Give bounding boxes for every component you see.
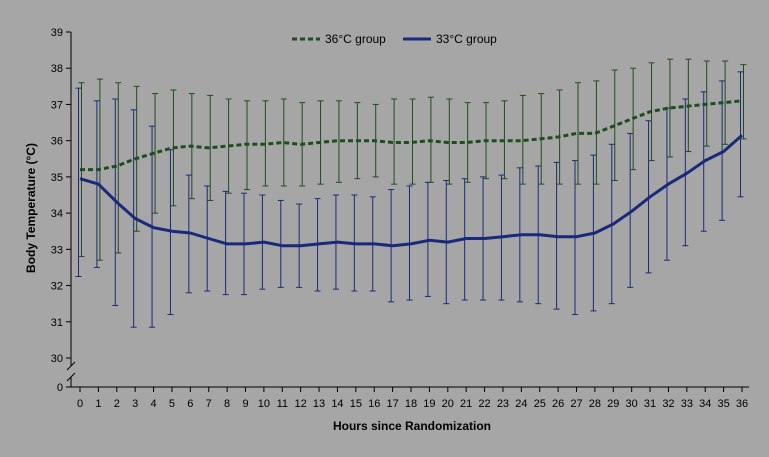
x-tick-label: 1 xyxy=(95,398,101,410)
x-tick-label: 17 xyxy=(386,398,398,410)
y-tick-label: 37 xyxy=(51,99,63,111)
x-tick-label: 2 xyxy=(114,398,120,410)
x-tick-label: 35 xyxy=(717,398,729,410)
x-tick-label: 16 xyxy=(368,398,380,410)
x-tick-label: 4 xyxy=(150,398,156,410)
x-tick-label: 13 xyxy=(313,398,325,410)
y-tick-label: 35 xyxy=(51,172,63,184)
legend-item-33c-label: 33°C group xyxy=(436,32,497,46)
x-tick-label: 21 xyxy=(460,398,472,410)
legend-item-36c-label: 36°C group xyxy=(325,32,386,46)
series-lines-layer xyxy=(79,99,743,248)
x-tick-label: 34 xyxy=(699,398,711,410)
y-axis-title: Body Temperature (°C) xyxy=(24,143,38,273)
x-tick-label: 18 xyxy=(405,398,417,410)
x-tick-label: 36 xyxy=(736,398,748,410)
x-tick-label: 11 xyxy=(277,398,288,410)
x-tick-label: 23 xyxy=(497,398,509,410)
series-33c-line xyxy=(79,134,743,248)
x-tick-label: 14 xyxy=(331,398,343,410)
x-tick-label: 29 xyxy=(607,398,619,410)
x-tick-label: 28 xyxy=(589,398,601,410)
x-tick-label: 25 xyxy=(534,398,546,410)
y-tick-label: 36 xyxy=(51,136,63,148)
x-tick-label: 5 xyxy=(169,398,175,410)
x-tick-label: 33 xyxy=(681,398,693,410)
x-tick-label: 3 xyxy=(132,398,138,410)
y-tick-label: 31 xyxy=(51,317,63,329)
x-tick-label: 24 xyxy=(515,398,527,410)
x-tick-label: 31 xyxy=(644,398,656,410)
y-tick-label: 33 xyxy=(51,244,63,256)
x-tick-label: 0 xyxy=(77,398,83,410)
y-tick-label: 38 xyxy=(51,63,63,75)
error-bars-layer xyxy=(75,58,747,328)
x-tick-label: 32 xyxy=(662,398,674,410)
x-tick-label: 8 xyxy=(224,398,230,410)
x-tick-label: 20 xyxy=(442,398,454,410)
x-tick-label: 7 xyxy=(206,398,212,410)
x-tick-label: 10 xyxy=(258,398,270,410)
y-tick-label: 39 xyxy=(51,27,63,39)
x-tick-label: 19 xyxy=(423,398,435,410)
series-36c-line xyxy=(80,99,743,172)
x-tick-label: 12 xyxy=(295,398,307,410)
y-tick-label: 34 xyxy=(51,208,63,220)
y-tick-label: 30 xyxy=(51,353,63,365)
y-tick-label: 0 xyxy=(57,382,63,394)
x-tick-label: 22 xyxy=(478,398,490,410)
x-tick-label: 15 xyxy=(350,398,362,410)
x-tick-label: 30 xyxy=(626,398,638,410)
x-tick-label: 9 xyxy=(242,398,248,410)
y-axis-break-mark-upper xyxy=(66,361,76,371)
x-tick-label: 6 xyxy=(187,398,193,410)
legend: 36°C group 33°C group xyxy=(292,32,497,46)
y-tick-label: 32 xyxy=(51,281,63,293)
x-axis-title: Hours since Randomization xyxy=(333,419,491,433)
x-tick-label: 27 xyxy=(570,398,582,410)
x-tick-label: 26 xyxy=(552,398,564,410)
y-axis-break-mark-lower xyxy=(66,372,76,382)
